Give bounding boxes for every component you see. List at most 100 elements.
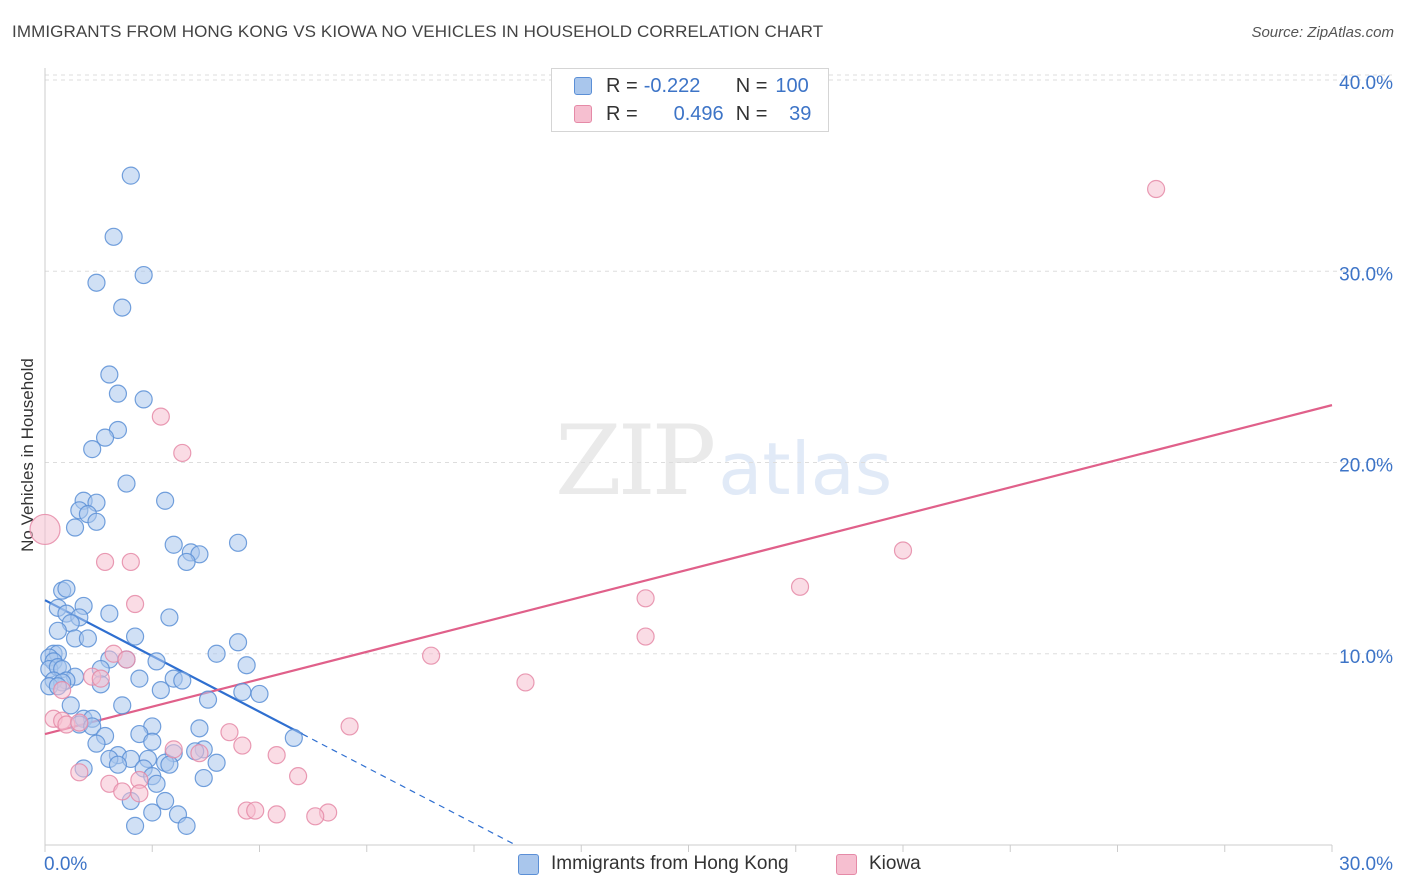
- kiowa-point: [790, 577, 810, 596]
- kiowa-point: [70, 763, 89, 782]
- hong-kong-point: [164, 535, 183, 554]
- hong-kong-point: [125, 816, 145, 835]
- points-layer: [29, 166, 1166, 835]
- kiowa-point: [516, 673, 535, 692]
- kiowa-point: [117, 650, 136, 669]
- hong-kong-point: [198, 690, 218, 709]
- kiowa-point: [1147, 179, 1166, 199]
- hong-kong-point: [57, 579, 76, 598]
- legend-row-kiowa: R = 0.496 N = 39: [574, 102, 811, 126]
- kiowa-point: [113, 782, 132, 801]
- kiowa-point: [164, 740, 183, 759]
- kiowa-point: [636, 627, 655, 646]
- hong-kong-point: [207, 644, 226, 663]
- legend-n-label: N =: [735, 102, 768, 125]
- kiowa-point: [636, 589, 655, 608]
- stats-legend: R = -0.222 N = 100 R = 0.496 N = 39: [551, 68, 829, 132]
- hong-kong-point: [143, 732, 162, 751]
- hong-kong-point: [207, 753, 226, 772]
- hong-kong-point: [83, 440, 102, 459]
- legend-row-hong-kong: R = -0.222 N = 100: [574, 74, 809, 98]
- hong-kong-point: [194, 768, 213, 788]
- hong-kong-point: [134, 265, 153, 285]
- legend-swatch-pink: [574, 105, 592, 123]
- legend-r-label: R =: [606, 74, 638, 97]
- hong-kong-point: [237, 656, 256, 675]
- hong-kong-point: [78, 629, 98, 648]
- series-swatch-pink: [836, 853, 857, 875]
- hong-kong-point: [130, 669, 149, 688]
- kiowa-point: [893, 541, 913, 560]
- hong-kong-point: [100, 604, 119, 623]
- hong-kong-trend-line: [44, 599, 303, 736]
- y-tick-label: 40.0%: [1339, 73, 1393, 94]
- hong-kong-point: [48, 621, 67, 640]
- kiowa-point: [53, 680, 72, 700]
- series-name-hong-kong: Immigrants from Hong Kong: [551, 853, 789, 874]
- hong-kong-trend-extension: [302, 733, 518, 847]
- hong-kong-point: [228, 633, 248, 652]
- hong-kong-point: [177, 816, 196, 835]
- kiowa-point: [233, 736, 252, 755]
- kiowa-point: [340, 717, 359, 736]
- y-tick-label: 30.0%: [1339, 264, 1393, 285]
- hong-kong-point: [173, 671, 192, 690]
- kiowa-point: [29, 513, 61, 546]
- hong-kong-point: [156, 791, 175, 811]
- hong-kong-point: [250, 684, 269, 704]
- kiowa-point: [289, 767, 308, 786]
- kiowa-point: [125, 594, 145, 614]
- y-tick-label: 20.0%: [1339, 456, 1393, 477]
- kiowa-point: [422, 646, 441, 665]
- kiowa-point: [151, 407, 170, 426]
- hong-kong-point: [87, 734, 106, 753]
- hong-kong-point: [100, 365, 119, 384]
- legend-n-value: 39: [789, 102, 812, 125]
- series-name-kiowa: Kiowa: [869, 853, 921, 874]
- hong-kong-point: [134, 390, 153, 409]
- hong-kong-point: [177, 552, 196, 572]
- kiowa-point: [306, 807, 325, 826]
- legend-n-label: N =: [735, 74, 768, 97]
- series-swatch-blue: [518, 853, 539, 875]
- hong-kong-point: [117, 474, 136, 493]
- hong-kong-point: [113, 298, 132, 317]
- kiowa-point: [267, 805, 286, 824]
- legend-r-value: 0.496: [673, 102, 724, 125]
- hong-kong-point: [143, 803, 162, 822]
- kiowa-point: [121, 552, 140, 572]
- hong-kong-point: [233, 682, 252, 702]
- hong-kong-point: [87, 512, 106, 531]
- hong-kong-point: [160, 755, 179, 774]
- x-tick-label-min: 0.0%: [44, 854, 87, 875]
- hong-kong-point: [147, 774, 166, 793]
- axis-layer: [44, 68, 1333, 852]
- tick-label-layer: 10.0% 20.0% 30.0% 40.0% 0.0% 30.0%: [44, 73, 1393, 875]
- series-legend-kiowa: Kiowa: [836, 852, 921, 876]
- kiowa-point: [130, 784, 149, 803]
- hong-kong-point: [228, 533, 248, 552]
- source-credit: Source: ZipAtlas.com: [1251, 24, 1394, 41]
- kiowa-trend-line: [44, 404, 1333, 736]
- legend-n-value: 100: [775, 74, 809, 97]
- hong-kong-point: [65, 518, 85, 537]
- hong-kong-point: [190, 719, 209, 738]
- kiowa-point: [173, 443, 192, 463]
- y-tick-label: 10.0%: [1339, 647, 1393, 668]
- kiowa-point: [246, 801, 265, 820]
- hong-kong-point: [87, 273, 106, 292]
- hong-kong-point: [160, 608, 179, 627]
- hong-kong-point: [121, 166, 140, 185]
- legend-r-label: R =: [606, 102, 638, 125]
- hong-kong-point: [156, 491, 175, 510]
- hong-kong-point: [147, 652, 166, 671]
- series-legend-hong-kong: Immigrants from Hong Kong: [518, 852, 789, 876]
- hong-kong-point: [104, 227, 123, 246]
- hong-kong-point: [113, 696, 132, 715]
- hong-kong-point: [61, 696, 80, 715]
- kiowa-point: [91, 669, 110, 688]
- hong-kong-point: [151, 680, 170, 700]
- hong-kong-point: [95, 428, 115, 447]
- hong-kong-point: [108, 755, 128, 774]
- hong-kong-point: [108, 384, 128, 403]
